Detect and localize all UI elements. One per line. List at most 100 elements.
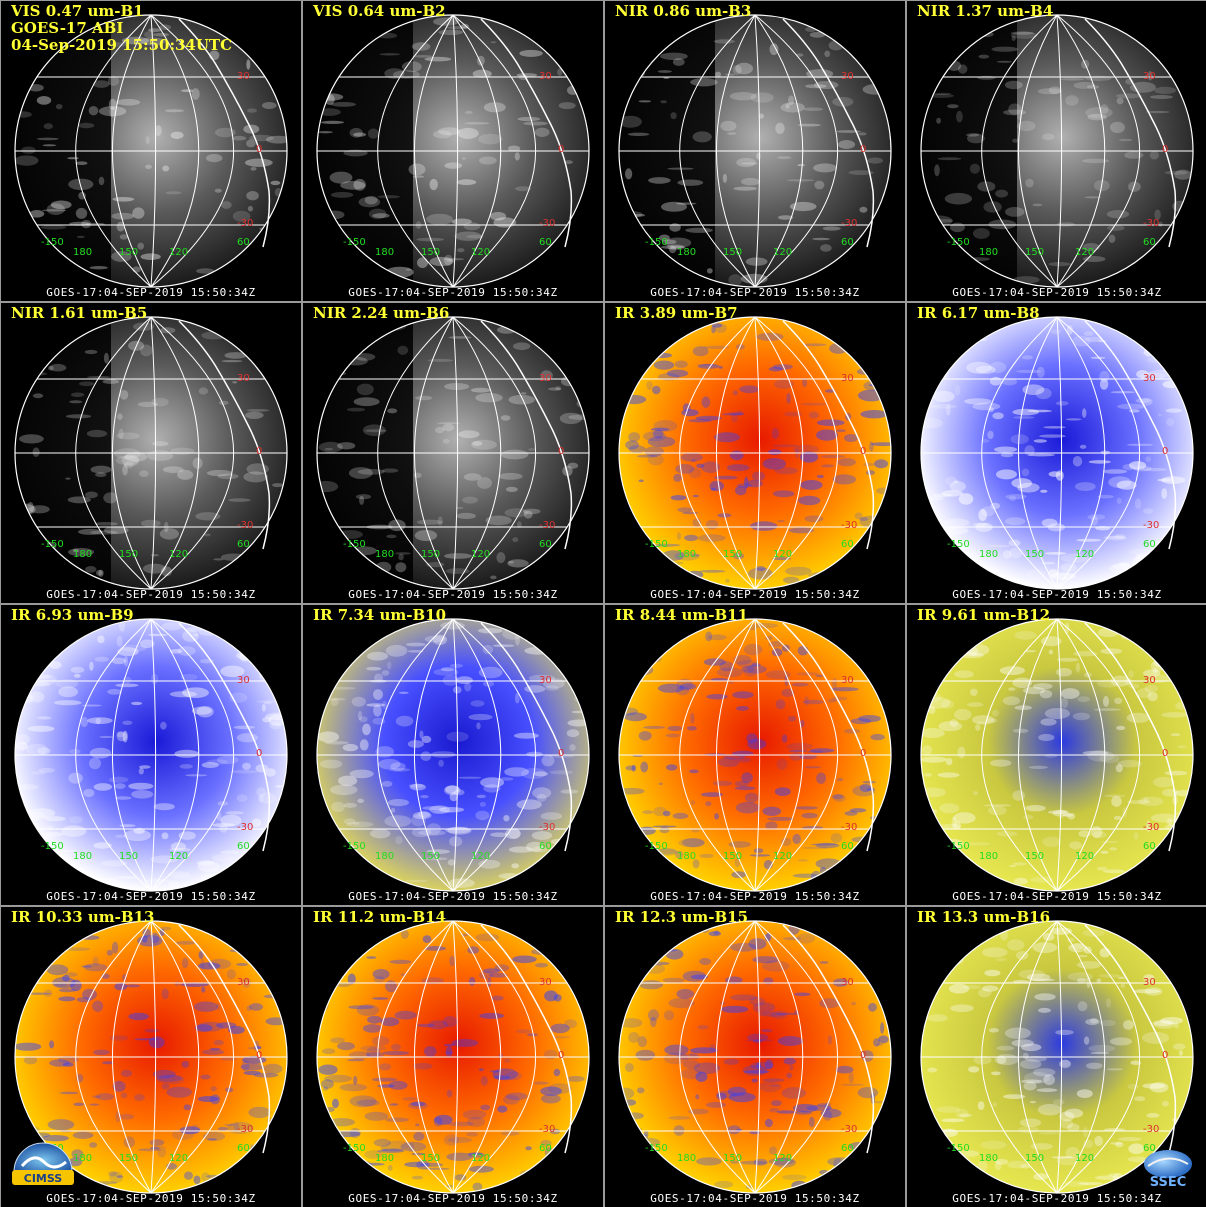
longitude-line	[75, 14, 152, 288]
longitude-label: 180	[375, 851, 395, 862]
latitude-label: -30	[1143, 822, 1160, 833]
longitude-label: 120	[169, 1153, 189, 1164]
longitude-label: 150	[119, 549, 139, 560]
longitude-line	[150, 618, 200, 892]
latitude-label: 0	[1162, 144, 1169, 155]
panel-timestamp: GOES-17:04-SEP-2019 15:50:34Z	[952, 588, 1162, 601]
longitude-line	[981, 920, 1058, 1194]
longitude-label: -150	[947, 237, 970, 248]
band-panel: IR 8.44 um-B11 30 0 -30 -150 180 150 120 60 GOES-…	[604, 604, 906, 906]
panel-timestamp: GOES-17:04-SEP-2019 15:50:34Z	[348, 890, 558, 903]
longitude-line	[413, 316, 454, 590]
latitude-label: 30	[539, 373, 552, 384]
longitude-line	[754, 14, 804, 288]
earth-disk-image	[920, 618, 1194, 892]
longitude-line	[150, 618, 157, 892]
earth-disk-image	[920, 920, 1194, 1194]
longitude-label: -150	[343, 1143, 366, 1154]
longitude-line	[452, 316, 537, 590]
band-title: NIR 0.86 um-B3	[615, 2, 752, 20]
longitude-label: 150	[723, 851, 743, 862]
earth-disk-image	[618, 618, 892, 892]
longitude-label: 120	[471, 851, 491, 862]
longitude-line	[1056, 14, 1063, 288]
longitude-line	[679, 920, 756, 1194]
band-title: IR 10.33 um-B13	[11, 908, 155, 926]
latitude-label: 30	[841, 373, 854, 384]
panel-timestamp: GOES-17:04-SEP-2019 15:50:34Z	[650, 1192, 860, 1205]
longitude-label: 180	[73, 1153, 93, 1164]
longitude-label: 180	[677, 851, 697, 862]
latitude-label: 30	[841, 977, 854, 988]
band-panel: IR 6.93 um-B9 30 0 -30 -150 180 150 120 60 GOES-1…	[0, 604, 302, 906]
earth-disk-image	[618, 14, 892, 288]
longitude-label: 180	[979, 1153, 999, 1164]
earth-disk-image	[14, 14, 288, 288]
longitude-label: -150	[947, 841, 970, 852]
panel-timestamp: GOES-17:04-SEP-2019 15:50:34Z	[952, 890, 1162, 903]
band-panel: IR 11.2 um-B14 30 0 -30 -150 180 150 120 60 GOES-…	[302, 906, 604, 1207]
longitude-label: 60	[237, 237, 250, 248]
longitude-line	[754, 14, 761, 288]
longitude-label: 60	[1143, 841, 1156, 852]
coastline	[178, 320, 271, 550]
coastline	[782, 924, 875, 1154]
earth-disk-image	[316, 316, 590, 590]
longitude-line	[111, 316, 152, 590]
latitude-label: 0	[860, 446, 867, 457]
longitude-line	[377, 618, 454, 892]
longitude-line	[452, 618, 537, 892]
disk-outline	[618, 920, 892, 1194]
longitude-line	[715, 14, 756, 288]
latitude-label: 30	[1143, 977, 1156, 988]
band-panel: NIR 2.24 um-B6 30 0 -30 -150 180 150 120 60 GOES-…	[302, 302, 604, 604]
satellite-name: GOES-17 ABI	[11, 19, 124, 37]
longitude-line	[1056, 316, 1063, 590]
coastline	[480, 622, 573, 852]
longitude-label: 150	[421, 247, 441, 258]
band-title: IR 6.93 um-B9	[11, 606, 134, 624]
disk-outline	[618, 316, 892, 590]
longitude-label: 150	[119, 247, 139, 258]
disk-outline	[920, 920, 1194, 1194]
latitude-label: 0	[1162, 446, 1169, 457]
band-panel: NIR 1.37 um-B4 30 0 -30 -150 180 150 120 60 GOES-…	[906, 0, 1206, 302]
longitude-line	[452, 316, 459, 590]
coastline	[782, 320, 875, 550]
longitude-label: 60	[1143, 1143, 1156, 1154]
longitude-label: 150	[119, 851, 139, 862]
longitude-line	[377, 14, 454, 288]
longitude-label: 180	[73, 247, 93, 258]
longitude-line	[754, 920, 761, 1194]
latitude-label: -30	[539, 822, 556, 833]
longitude-label: 60	[841, 237, 854, 248]
coastline	[178, 924, 271, 1154]
longitude-line	[1056, 14, 1141, 288]
latitude-label: -30	[539, 1124, 556, 1135]
longitude-line	[452, 14, 537, 288]
disk-outline	[316, 920, 590, 1194]
longitude-line	[679, 14, 756, 288]
longitude-line	[754, 316, 804, 590]
longitude-line	[715, 618, 756, 892]
panel-timestamp: GOES-17:04-SEP-2019 15:50:34Z	[650, 588, 860, 601]
longitude-line	[981, 618, 1058, 892]
band-title: IR 3.89 um-B7	[615, 304, 738, 322]
latitude-label: -30	[1143, 520, 1160, 531]
longitude-label: 180	[375, 1153, 395, 1164]
longitude-label: 180	[677, 247, 697, 258]
band-panel: IR 3.89 um-B7 30 0 -30 -150 180 150 120 60 GOES-1…	[604, 302, 906, 604]
latitude-label: 0	[256, 446, 263, 457]
coastline	[1084, 320, 1177, 550]
longitude-label: -150	[645, 237, 668, 248]
longitude-label: -150	[947, 1143, 970, 1154]
latitude-label: 0	[860, 1050, 867, 1061]
longitude-line	[75, 618, 152, 892]
longitude-line	[1056, 920, 1106, 1194]
latitude-label: 30	[539, 977, 552, 988]
longitude-line	[150, 920, 235, 1194]
longitude-label: 150	[119, 1153, 139, 1164]
longitude-label: 180	[979, 549, 999, 560]
latitude-label: 30	[1143, 373, 1156, 384]
